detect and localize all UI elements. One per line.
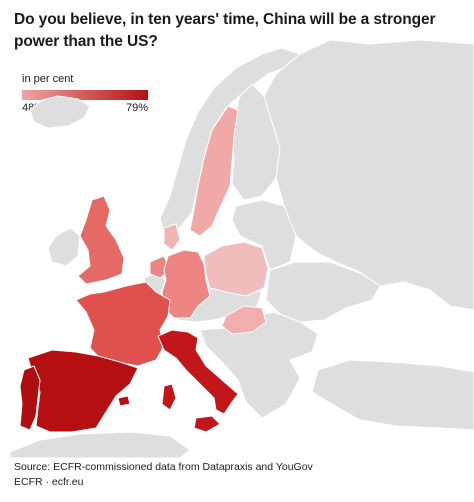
region-portugal: [19, 365, 41, 431]
chart-title: Do you believe, in ten years' time, Chin…: [14, 11, 436, 50]
background-countries: [9, 39, 474, 459]
legend-label: in per cent: [22, 73, 74, 85]
region-iceland: [29, 95, 91, 129]
region-italy: [157, 329, 239, 415]
region-poland: [203, 241, 269, 297]
region-north-africa: [9, 431, 191, 459]
region-turkey: [311, 359, 474, 431]
region-hungary: [221, 305, 267, 335]
region-ukraine: [265, 261, 381, 323]
region-uk: [77, 195, 125, 285]
region-baltics-belarus: [231, 199, 297, 271]
region-denmark: [163, 223, 181, 251]
legend-max-label: 79%: [126, 102, 149, 114]
region-balearics: [117, 395, 131, 407]
surveyed-countries: [19, 105, 269, 433]
credit-note: ECFR · ecfr.eu: [14, 476, 84, 488]
legend-gradient-bar: [22, 90, 148, 100]
region-russia-east: [263, 39, 474, 311]
region-ireland: [47, 227, 81, 267]
region-france: [75, 281, 171, 367]
region-sardinia: [161, 383, 177, 411]
region-sweden: [189, 105, 239, 237]
region-spain: [27, 349, 139, 433]
region-sicily: [193, 415, 221, 433]
region-germany: [161, 249, 211, 319]
source-note: Source: ECFR-commissioned data from Data…: [14, 461, 313, 473]
